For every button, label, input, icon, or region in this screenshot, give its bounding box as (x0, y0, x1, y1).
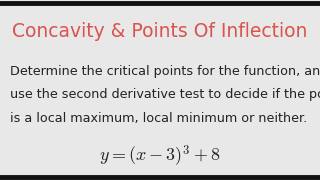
Text: Concavity & Points Of Inflection: Concavity & Points Of Inflection (12, 22, 308, 41)
Text: is a local maximum, local minimum or neither.: is a local maximum, local minimum or nei… (10, 112, 307, 125)
Text: use the second derivative test to decide if the point: use the second derivative test to decide… (10, 88, 320, 101)
Text: Determine the critical points for the function, and: Determine the critical points for the fu… (10, 65, 320, 78)
Text: $y = (x - 3)^3 + 8$: $y = (x - 3)^3 + 8$ (99, 144, 221, 169)
